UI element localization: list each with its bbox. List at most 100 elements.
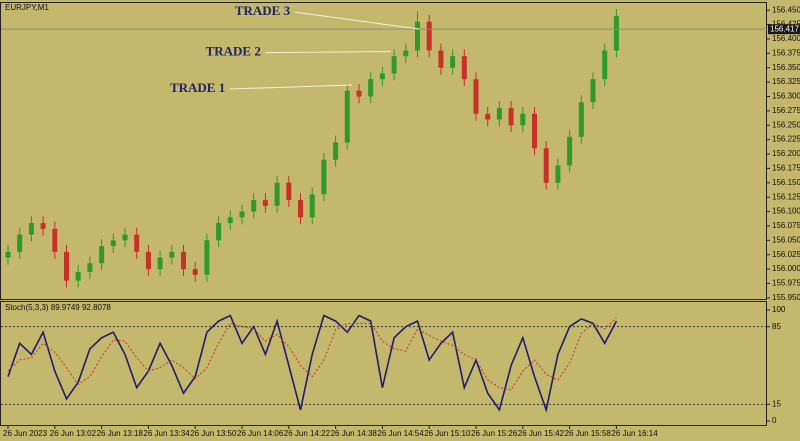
candle-body xyxy=(274,182,280,206)
stoch-line xyxy=(7,317,617,391)
candle-body xyxy=(251,200,257,212)
candle-body xyxy=(356,90,362,97)
annotation-label: TRADE 1 xyxy=(170,80,225,95)
y-tick-label: 156.175 xyxy=(772,164,800,173)
candle-body xyxy=(496,107,502,120)
candle-body xyxy=(309,194,315,218)
candle-body xyxy=(403,50,409,57)
y-tick-label: 85 xyxy=(772,322,781,331)
candle-body xyxy=(613,15,619,51)
annotation-label: TRADE 2 xyxy=(206,44,261,59)
candle-body xyxy=(145,251,151,270)
x-tick-label: 26 Jun 2023 xyxy=(3,429,48,438)
indicator-label: Stoch(5,3,3) 89.9749 92.8078 xyxy=(5,303,111,312)
candle-body xyxy=(75,271,81,281)
x-tick-label: 26 Jun 13:50 xyxy=(190,429,237,438)
candle-body xyxy=(379,73,385,80)
candle-body xyxy=(298,200,303,218)
annotation-line xyxy=(265,51,391,54)
candle-body xyxy=(473,79,479,114)
y-tick-label: 155.975 xyxy=(772,279,800,288)
y-tick-label: 0 xyxy=(772,416,777,425)
candle-body xyxy=(438,50,444,68)
candle-body xyxy=(28,223,34,235)
candle-body xyxy=(333,142,339,160)
candle-body xyxy=(227,217,233,224)
x-tick-label: 26 Jun 15:26 xyxy=(471,429,518,438)
y-tick-label: 156.325 xyxy=(772,77,800,86)
candle-body xyxy=(216,223,222,241)
stoch-line xyxy=(7,314,618,413)
candle-body xyxy=(590,79,596,103)
candle-body xyxy=(344,90,350,143)
x-tick-label: 26 Jun 14:38 xyxy=(331,429,378,438)
y-tick-label: 156.200 xyxy=(772,149,800,158)
candle-body xyxy=(578,102,584,137)
main-panel xyxy=(0,2,767,300)
candle-body xyxy=(239,211,245,218)
x-tick-label: 26 Jun 14:54 xyxy=(377,429,424,438)
y-tick-label: 100 xyxy=(772,305,786,314)
y-tick-label: 156.050 xyxy=(772,235,800,244)
x-tick-label: 26 Jun 13:18 xyxy=(97,429,144,438)
candle-body xyxy=(87,263,93,272)
candle-body xyxy=(426,21,432,51)
candle-body xyxy=(602,50,608,80)
y-tick-label: 156.275 xyxy=(772,106,800,115)
x-tick-label: 26 Jun 13:02 xyxy=(50,429,97,438)
candle-body xyxy=(543,148,549,183)
y-tick-label: 155.950 xyxy=(772,293,800,302)
x-tick-label: 26 Jun 15:42 xyxy=(518,429,565,438)
symbol-label: EURJPY,M1 xyxy=(5,3,49,12)
y-tick-label: 156.250 xyxy=(772,120,800,129)
candle-body xyxy=(5,251,11,258)
candle-body xyxy=(567,136,573,166)
candle-body xyxy=(461,56,467,80)
y-tick-label: 156.125 xyxy=(772,192,800,201)
candle-body xyxy=(64,251,69,281)
candle-body xyxy=(368,79,374,97)
y-tick-label: 156.150 xyxy=(772,178,800,187)
y-tick-label: 156.400 xyxy=(772,34,800,43)
x-tick-label: 26 Jun 15:10 xyxy=(424,429,471,438)
y-tick-label: 156.450 xyxy=(772,5,800,14)
candle-body xyxy=(99,246,105,264)
candle-body xyxy=(52,228,58,252)
y-tick-label: 156.075 xyxy=(772,221,800,230)
candle-body xyxy=(555,165,561,183)
y-tick-label: 15 xyxy=(772,399,781,408)
y-tick-label: 156.225 xyxy=(772,135,800,144)
candle-body xyxy=(204,240,210,275)
candle-body xyxy=(110,240,116,247)
y-tick-label: 156.025 xyxy=(772,250,800,259)
candle-body xyxy=(262,200,268,206)
x-tick-label: 26 Jun 13:34 xyxy=(143,429,190,438)
last-price-label: 156.417 xyxy=(770,24,799,33)
candle-body xyxy=(40,223,46,229)
y-tick-label: 156.375 xyxy=(772,48,800,57)
y-tick-label: 156.350 xyxy=(772,63,800,72)
y-tick-label: 156.100 xyxy=(772,207,800,216)
indicator-panel xyxy=(0,301,767,426)
annotation-label: TRADE 3 xyxy=(235,3,291,18)
candle-body xyxy=(532,113,537,149)
x-tick-label: 26 Jun 14:06 xyxy=(237,429,284,438)
x-tick-label: 26 Jun 15:58 xyxy=(565,429,612,438)
y-tick-label: 156.000 xyxy=(772,264,800,273)
candle-body xyxy=(520,113,526,126)
candle-body xyxy=(134,234,140,252)
y-tick-label: 156.300 xyxy=(772,92,800,101)
candle-body xyxy=(321,159,327,195)
candle-body xyxy=(157,257,163,270)
candle-body xyxy=(17,234,23,252)
candle-body xyxy=(450,56,456,68)
candle-body xyxy=(415,21,420,51)
candle-body xyxy=(286,182,292,201)
candle-body xyxy=(508,107,514,126)
candle-body xyxy=(122,234,128,241)
annotation-line xyxy=(229,84,352,90)
x-tick-label: 26 Jun 16:14 xyxy=(611,429,658,438)
candle-body xyxy=(169,251,175,258)
